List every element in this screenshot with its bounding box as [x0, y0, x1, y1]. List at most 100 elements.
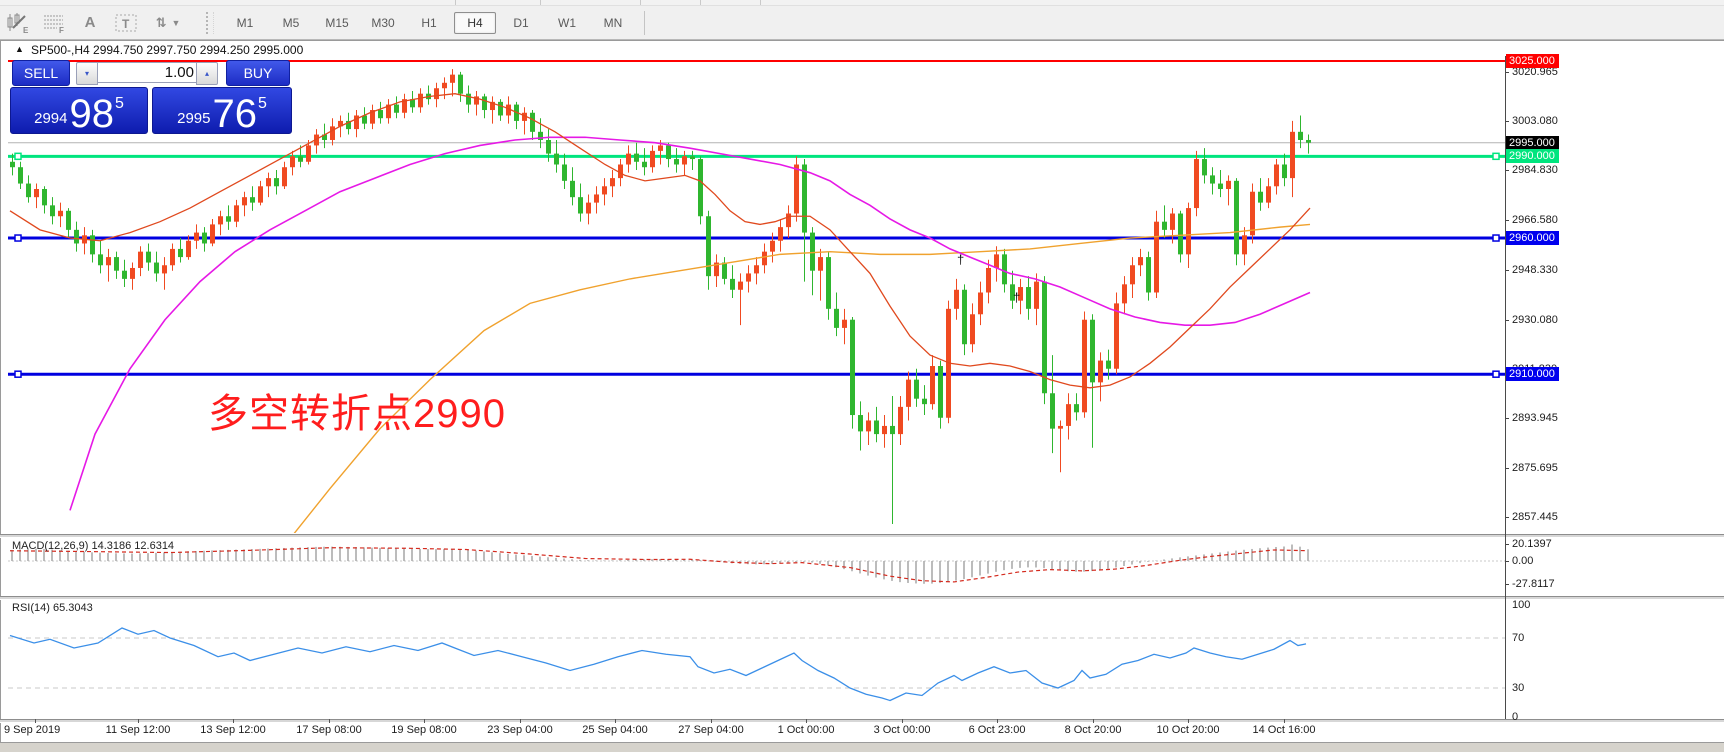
price-axis-label: 2966.580: [1512, 214, 1558, 227]
timeframe-m5[interactable]: M5: [282, 15, 300, 30]
time-tick: [1284, 719, 1285, 723]
rsi-panel-canvas[interactable]: [8, 599, 1505, 719]
timeframe-h1[interactable]: H1: [421, 15, 437, 30]
price-axis-label: 2930.080: [1512, 313, 1558, 326]
svg-text:†: †: [957, 252, 964, 267]
axis-tick: [1505, 72, 1509, 73]
timeframe-mn[interactable]: MN: [603, 15, 623, 30]
sell-price-small: 2994: [34, 110, 68, 127]
macd-panel-canvas[interactable]: [8, 537, 1505, 596]
toolbar-separator: [644, 10, 645, 35]
chevron-down-icon: ▼: [171, 17, 181, 28]
time-tick: [329, 719, 330, 723]
axis-tick: [1505, 561, 1509, 562]
time-axis-label: 3 Oct 00:00: [873, 724, 931, 736]
time-tick: [997, 719, 998, 723]
svg-text:T: T: [122, 17, 130, 31]
price-tag: 3025.000: [1506, 54, 1559, 68]
time-axis-label: 1 Oct 00:00: [777, 724, 835, 736]
time-axis-label: 13 Sep 12:00: [200, 724, 266, 736]
macd-axis-label: -27.8117: [1512, 577, 1555, 590]
time-tick: [35, 719, 36, 723]
price-axis-label: 2875.695: [1512, 461, 1558, 474]
panel-splitter: [0, 719, 1724, 723]
panel-splitter[interactable]: [0, 534, 1724, 538]
axis-tick: [1505, 544, 1509, 546]
time-axis-label: 10 Oct 20:00: [1156, 724, 1220, 736]
time-axis-label: 6 Oct 23:00: [968, 724, 1026, 736]
window-top-strip: [0, 0, 1724, 6]
time-axis-label: 23 Sep 04:00: [487, 724, 553, 736]
sell-button[interactable]: SELL: [12, 60, 70, 86]
price-axis-label: 2893.945: [1512, 411, 1558, 424]
rsi-axis-label: 70: [1512, 632, 1525, 644]
buy-price-box[interactable]: 2995 76 5: [152, 87, 292, 134]
buy-button[interactable]: BUY: [226, 60, 290, 86]
timeframe-m30[interactable]: M30: [371, 15, 395, 30]
timeframe-toolbar: M1 M5 M15 M30 H1 H4 D1 W1 MN: [222, 11, 636, 34]
time-tick: [1093, 719, 1094, 723]
arrows-glyph: ⇅: [155, 14, 167, 30]
axis-tick: [1505, 319, 1509, 321]
time-axis-label: 27 Sep 04:00: [678, 724, 744, 736]
price-tag: 2960.000: [1506, 231, 1559, 246]
time-tick: [615, 719, 616, 723]
sell-price-box[interactable]: 2994 98 5: [10, 87, 148, 134]
symbol-ohlc-label: SP500-,H4 2994.750 2997.750 2994.250 299…: [31, 43, 304, 57]
arrange-arrows-icon[interactable]: ⇅ ▼: [147, 11, 189, 35]
price-chart-canvas[interactable]: ††: [8, 56, 1505, 533]
collapse-arrow-icon[interactable]: ▲: [15, 44, 24, 54]
svg-text:F: F: [59, 26, 64, 34]
chart-edit-icon-e[interactable]: E: [3, 11, 33, 35]
time-tick: [233, 719, 234, 723]
time-axis-label: 9 Sep 2019: [4, 724, 61, 736]
price-axis-label: 2948.330: [1512, 263, 1558, 276]
axis-tick: [1505, 170, 1509, 172]
volume-increase-button[interactable]: ▴: [196, 62, 218, 85]
time-tick: [424, 719, 425, 723]
time-tick: [520, 719, 521, 723]
price-axis-label: 2857.445: [1512, 511, 1558, 524]
time-tick: [806, 719, 807, 723]
axis-tick: [1505, 583, 1509, 585]
timeframe-w1[interactable]: W1: [558, 15, 576, 30]
timeframe-h4[interactable]: H4: [454, 11, 496, 34]
text-a-icon[interactable]: A: [84, 14, 96, 31]
macd-label: MACD(12,26,9) 14.3186 12.6314: [12, 540, 175, 552]
time-axis-label: 25 Sep 04:00: [582, 724, 648, 736]
svg-text:†: †: [1013, 290, 1020, 305]
time-tick: [138, 719, 139, 723]
time-axis-label: 19 Sep 08:00: [391, 724, 457, 736]
volume-input[interactable]: [97, 62, 199, 83]
buy-price-big: 76: [212, 92, 257, 136]
time-axis-label: 14 Oct 16:00: [1252, 724, 1316, 736]
text-label-icon[interactable]: T: [111, 11, 141, 35]
panel-splitter[interactable]: [0, 596, 1724, 600]
rsi-axis-label: 100: [1512, 599, 1531, 611]
timeframe-d1[interactable]: D1: [513, 15, 529, 30]
price-tag: 2995.000: [1506, 135, 1559, 150]
axis-tick: [1505, 220, 1509, 222]
one-click-trade-panel: SELL ▾ ▴ BUY 2994 98 5 2995 76 5: [10, 56, 292, 134]
rsi-axis-label: 30: [1512, 682, 1525, 694]
grid-icon-f[interactable]: F: [39, 11, 69, 35]
price-tag: 2910.000: [1506, 367, 1559, 382]
volume-decrease-button[interactable]: ▾: [76, 62, 98, 85]
buy-price-small: 2995: [177, 110, 211, 127]
axis-tick: [1505, 417, 1509, 419]
buy-price-sup: 5: [257, 95, 267, 112]
chart-text-annotation[interactable]: 多空转折点2990: [208, 392, 506, 436]
time-tick: [902, 719, 903, 723]
axis-border: [1505, 56, 1506, 719]
price-axis-label: 2984.830: [1512, 164, 1558, 177]
sell-price-sup: 5: [114, 95, 124, 112]
toolbar-grip[interactable]: [206, 11, 214, 34]
price-tag: 2990.000: [1506, 149, 1559, 164]
macd-axis-label: 0.00: [1512, 555, 1534, 567]
price-axis-label: 3020.965: [1512, 66, 1558, 78]
timeframe-m15[interactable]: M15: [325, 15, 349, 30]
time-axis-label: 17 Sep 08:00: [296, 724, 362, 736]
rsi-axis-label: 0: [1512, 711, 1519, 723]
time-axis-label: 8 Oct 20:00: [1064, 724, 1122, 736]
timeframe-m1[interactable]: M1: [236, 15, 254, 30]
